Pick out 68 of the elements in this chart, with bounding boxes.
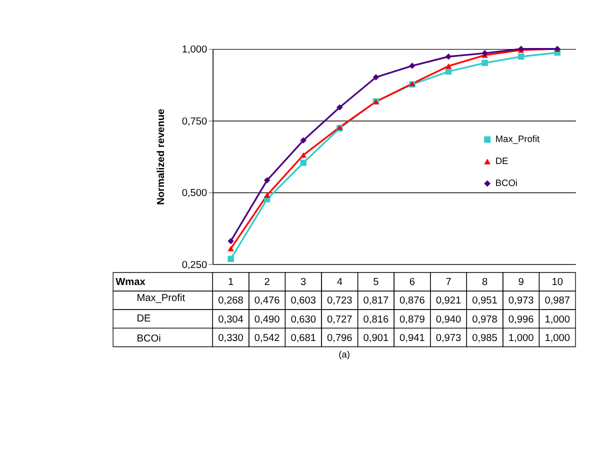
point	[300, 160, 306, 166]
data-label: 0,921	[436, 296, 462, 307]
point	[300, 137, 306, 144]
y-tick-label: 0,500	[182, 188, 208, 200]
data-label: 1,000	[544, 332, 570, 344]
data-label: 0,978	[472, 314, 498, 326]
x-tick-label: 6	[409, 277, 416, 288]
data-label: 0,630	[290, 314, 316, 326]
text: DE	[136, 313, 151, 324]
data-label: 0,816	[363, 314, 389, 326]
data-label: 1,000	[508, 332, 534, 344]
data-label: 0,681	[290, 332, 316, 344]
point	[336, 104, 343, 111]
data-label: 0,940	[436, 314, 462, 326]
data-label: 0,987	[544, 296, 570, 307]
data-label: 0,268	[218, 296, 244, 307]
y-tick-label: 1,000	[182, 44, 208, 56]
point	[372, 74, 380, 80]
data-label: 0,490	[254, 314, 280, 326]
point	[518, 53, 524, 60]
data-label: 0,879	[400, 314, 426, 326]
data-label: 0,330	[218, 332, 244, 344]
x-tick-label: 3	[300, 277, 307, 288]
y-tick-label: 0,250	[182, 260, 208, 271]
data-label: 0,951	[472, 296, 498, 307]
text: Max_Profit	[136, 293, 186, 304]
data-label: 0,985	[472, 332, 498, 344]
data-label: 0,973	[508, 296, 534, 307]
data-label: 0,723	[326, 296, 353, 307]
data-label: 0,941	[400, 332, 426, 344]
data-label: 0,973	[436, 332, 462, 344]
data-label: 0,603	[290, 296, 316, 307]
x-tick-label: 4	[336, 277, 343, 288]
point	[445, 53, 452, 60]
text: (a)	[338, 350, 350, 360]
point	[228, 246, 234, 252]
y-axis-title: Normalized revenue	[156, 108, 168, 205]
x-tick-label: 8	[482, 277, 488, 288]
data-label: 0,796	[326, 332, 353, 344]
data-label: 0,817	[363, 296, 389, 307]
x-tick-label: 1	[228, 277, 234, 288]
data-label: 0,727	[326, 314, 353, 326]
x-tick-label: 10	[552, 277, 564, 288]
x-tick-label: 9	[518, 277, 524, 288]
data-label: 0,476	[254, 296, 280, 307]
data-label: 0,996	[508, 314, 534, 326]
legend-label: DE	[495, 156, 508, 166]
legend-label: Max_Profit	[495, 134, 540, 144]
y-tick-label: 0,750	[182, 116, 208, 128]
data-label: 1,000	[544, 314, 570, 326]
point	[264, 177, 270, 184]
data-label: 0,304	[218, 314, 244, 326]
point	[409, 62, 416, 69]
data-label: 0,876	[400, 296, 426, 307]
text: BCOi	[136, 334, 161, 345]
x-tick-label: 7	[446, 277, 452, 288]
point	[445, 63, 452, 69]
point	[300, 152, 306, 158]
data-label: 0,542	[254, 332, 280, 344]
point	[264, 192, 270, 198]
x-tick-label: 2	[264, 277, 270, 288]
legend-label: BCOi	[495, 178, 518, 188]
data-label: 0,901	[363, 332, 389, 344]
x-axis-title: Wmax	[116, 277, 146, 288]
point	[228, 238, 234, 244]
point	[228, 256, 234, 262]
x-tick-label: 5	[373, 277, 380, 288]
point	[482, 60, 488, 66]
